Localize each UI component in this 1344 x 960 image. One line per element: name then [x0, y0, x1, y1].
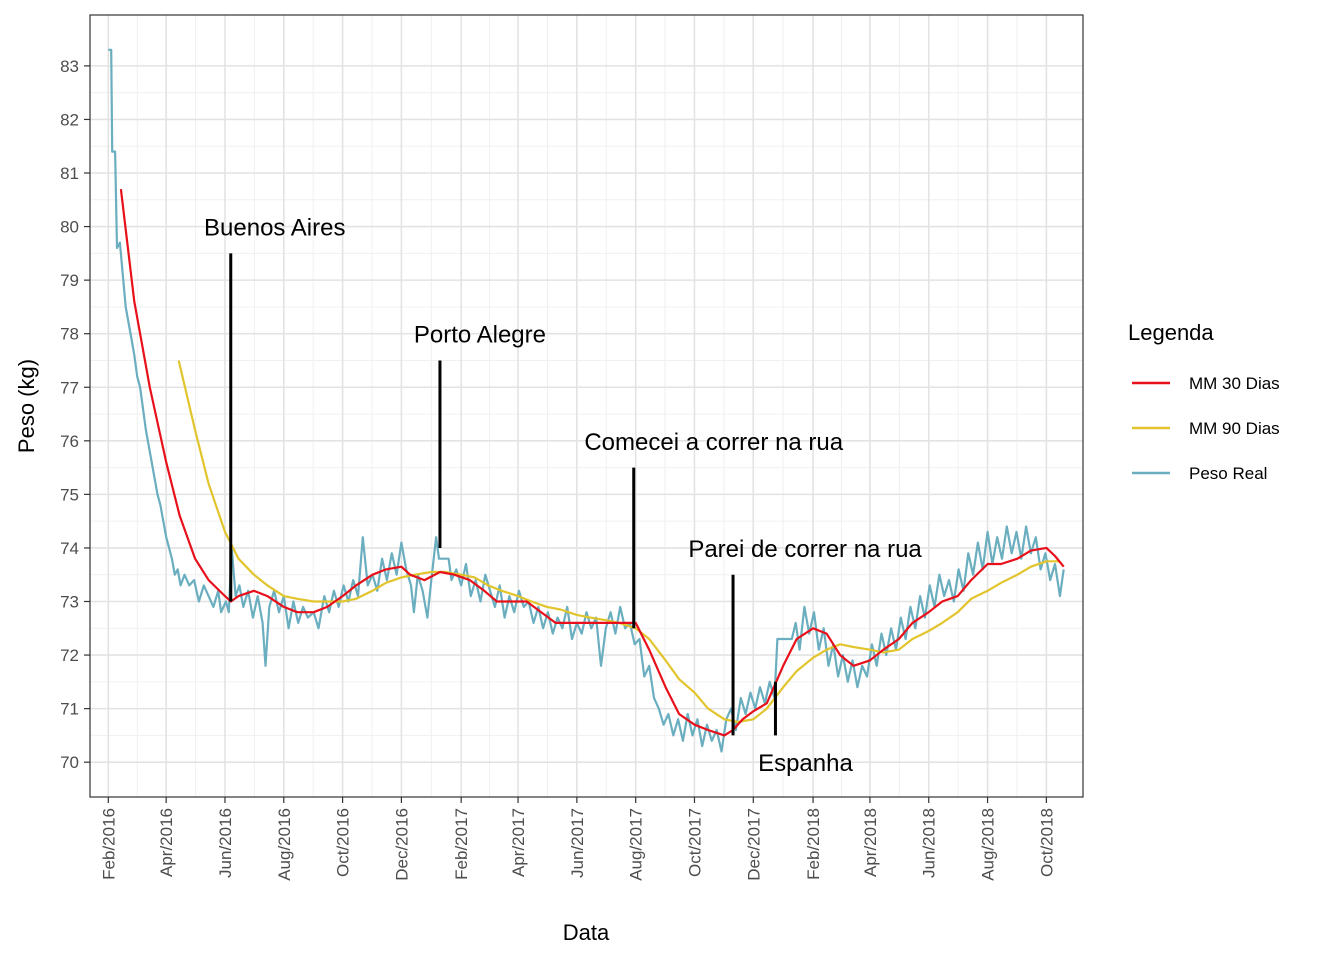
y-tick-label: 75 [60, 485, 79, 504]
y-tick-label: 72 [60, 646, 79, 665]
legend: Legenda MM 30 Dias MM 90 Dias Peso Real [1128, 320, 1280, 483]
axis-layer: Feb/2016 Apr/2016 Jun/2016 Aug/2016 Oct/2016… [60, 57, 1056, 881]
y-tick-label: 79 [60, 271, 79, 290]
x-tick-label: Aug/2017 [627, 808, 646, 881]
series-line-mm-30-dias [119, 188, 1065, 737]
x-tick-label: Aug/2016 [275, 808, 294, 881]
y-tick-label: 82 [60, 110, 79, 129]
x-tick-label: Aug/2018 [979, 808, 998, 881]
legend-title: Legenda [1128, 320, 1214, 345]
x-tick-label: Apr/2018 [861, 808, 880, 877]
y-tick-label: 73 [60, 593, 79, 612]
x-tick-label: Apr/2017 [509, 808, 528, 877]
x-tick-label: Feb/2016 [99, 808, 118, 880]
annotation-label: Espanha [758, 750, 853, 777]
legend-label: MM 30 Dias [1189, 374, 1280, 393]
y-tick-label: 83 [60, 57, 79, 76]
x-tick-label: Oct/2016 [334, 808, 353, 877]
legend-label: Peso Real [1189, 464, 1267, 483]
y-tick-label: 80 [60, 218, 79, 237]
y-tick-label: 76 [60, 432, 79, 451]
x-tick-label: Jun/2016 [216, 808, 235, 878]
annotation-layer: Buenos Aires Porto Alegre Comecei a correr… [204, 215, 922, 778]
x-axis-title: Data [563, 920, 610, 945]
annotation-label: Buenos Aires [204, 215, 345, 242]
grid-layer [90, 15, 1083, 797]
series-layer [108, 48, 1065, 753]
x-tick-label: Jun/2018 [920, 808, 939, 878]
y-tick-label: 70 [60, 753, 79, 772]
annotation-label: Parei de correr na rua [688, 536, 922, 563]
x-tick-label: Feb/2017 [452, 808, 471, 880]
x-tick-label: Apr/2016 [157, 808, 176, 877]
legend-label: MM 90 Dias [1189, 419, 1280, 438]
y-tick-label: 77 [60, 378, 79, 397]
x-tick-label: Jun/2017 [568, 808, 587, 878]
panel-background [90, 15, 1083, 797]
y-tick-label: 81 [60, 164, 79, 183]
x-tick-label: Oct/2018 [1037, 808, 1056, 877]
x-tick-label: Oct/2017 [685, 808, 704, 877]
series-line-peso-real [108, 48, 1065, 753]
y-tick-label: 74 [60, 539, 79, 558]
annotation-label: Comecei a correr na rua [584, 429, 843, 456]
x-tick-label: Dec/2017 [744, 808, 763, 881]
x-tick-label: Dec/2016 [392, 808, 411, 881]
y-axis-title: Peso (kg) [14, 359, 39, 453]
panel-border [89, 14, 1084, 798]
y-tick-label: 78 [60, 325, 79, 344]
annotation-label: Porto Alegre [414, 322, 546, 349]
y-tick-label: 71 [60, 700, 79, 719]
x-tick-label: Feb/2018 [804, 808, 823, 880]
